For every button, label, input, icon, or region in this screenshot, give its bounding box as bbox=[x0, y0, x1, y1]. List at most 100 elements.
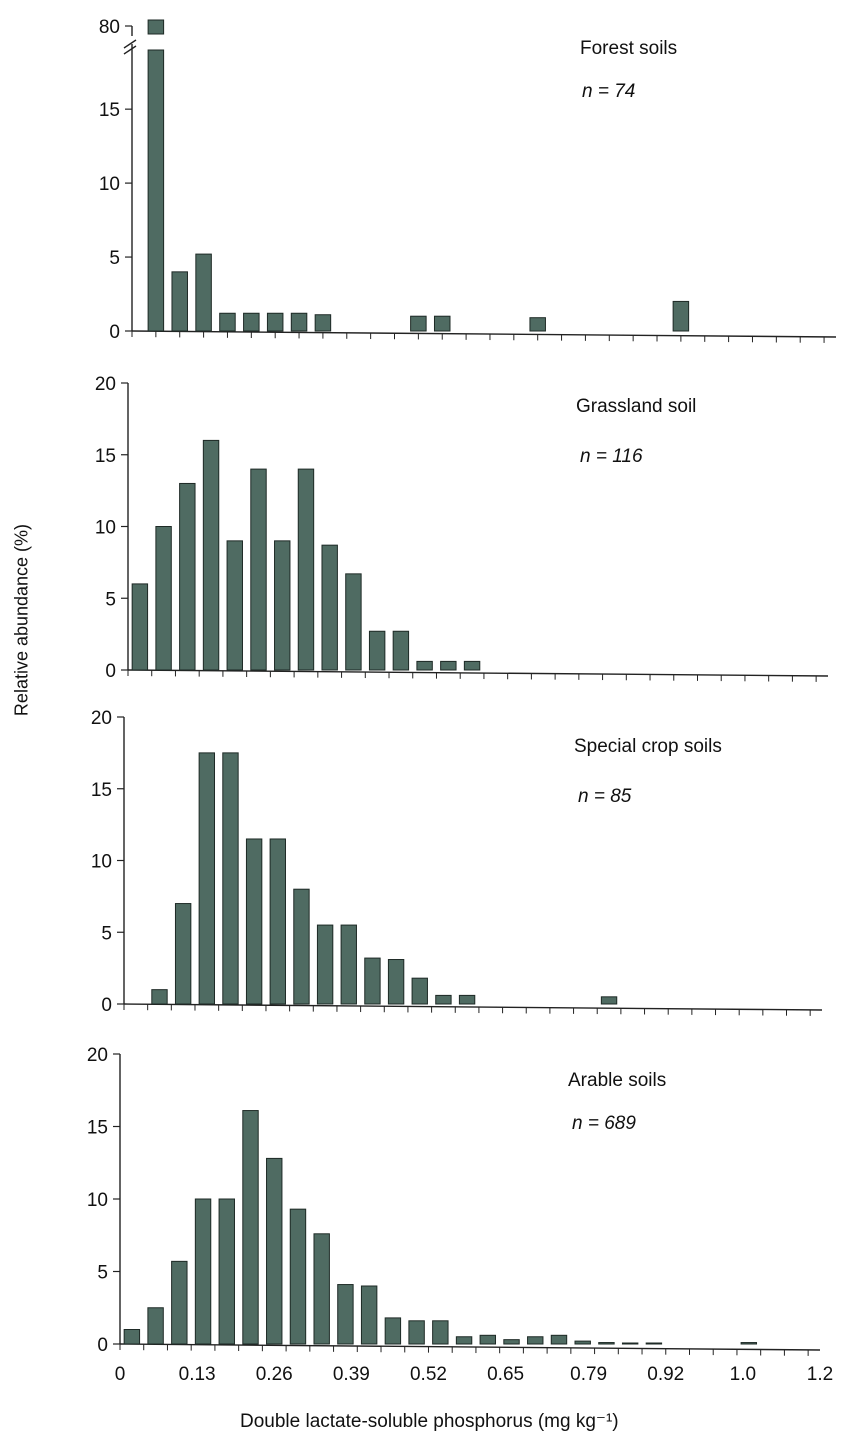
bar bbox=[479, 1334, 497, 1345]
bar bbox=[314, 314, 332, 332]
bar bbox=[290, 312, 308, 332]
y-tick-label: 20 bbox=[87, 1045, 108, 1066]
bar bbox=[463, 660, 481, 671]
panel-title: Forest soils bbox=[580, 38, 677, 59]
x-tick-label: 0.92 bbox=[647, 1364, 684, 1385]
bar bbox=[621, 1342, 639, 1345]
bar bbox=[151, 989, 168, 1005]
y-tick-label: 5 bbox=[109, 248, 120, 269]
bar bbox=[123, 1329, 141, 1345]
y-tick-label: 15 bbox=[87, 1118, 108, 1139]
bar bbox=[147, 19, 165, 35]
x-tick-label: 0.52 bbox=[410, 1364, 447, 1385]
bar bbox=[416, 660, 433, 671]
panel-title: Special crop soils bbox=[574, 736, 722, 757]
y-tick-label: 0 bbox=[109, 322, 120, 343]
x-tick-label: 0.13 bbox=[179, 1364, 216, 1385]
panel-n-label: n = 689 bbox=[572, 1113, 636, 1134]
x-axis-line bbox=[131, 330, 837, 338]
bar bbox=[174, 903, 192, 1005]
bar bbox=[289, 1208, 307, 1345]
bar bbox=[171, 1260, 188, 1345]
panel-n-label: n = 74 bbox=[582, 81, 635, 102]
bar bbox=[321, 544, 338, 671]
x-axis-line bbox=[127, 669, 829, 677]
panel-arable-soils: Arable soils n = 689 0 5 10 15 20 0 0.13 0.26 0.… bbox=[87, 1045, 833, 1385]
bar bbox=[171, 271, 188, 332]
bar bbox=[527, 1336, 544, 1345]
bar bbox=[219, 312, 236, 332]
y-tick-label: 5 bbox=[97, 1263, 108, 1284]
x-axis-line bbox=[119, 1343, 821, 1351]
bar bbox=[245, 838, 263, 1005]
bar bbox=[250, 468, 267, 671]
bar bbox=[433, 315, 451, 332]
bar bbox=[458, 994, 476, 1005]
bar bbox=[364, 957, 381, 1005]
bar bbox=[179, 482, 196, 671]
panel-title: Arable soils bbox=[568, 1070, 666, 1091]
bar bbox=[387, 959, 405, 1005]
bar bbox=[432, 1320, 449, 1345]
y-tick-label: 80 bbox=[99, 17, 120, 38]
bar bbox=[195, 253, 212, 332]
y-tick-label: 5 bbox=[101, 923, 112, 944]
bar bbox=[293, 888, 310, 1005]
bar bbox=[550, 1334, 568, 1345]
bar bbox=[600, 996, 618, 1005]
x-tick-label: 1.0 bbox=[730, 1364, 756, 1385]
panel-grassland-soil: Grassland soil n = 116 0 5 10 15 20 bbox=[95, 374, 829, 682]
axis-break-mark bbox=[123, 39, 137, 49]
bar bbox=[202, 439, 220, 671]
bar bbox=[337, 1284, 354, 1345]
bar bbox=[274, 540, 291, 671]
bar bbox=[368, 630, 386, 671]
bar bbox=[645, 1342, 663, 1345]
bar bbox=[435, 994, 452, 1005]
bar bbox=[392, 630, 410, 671]
x-tick-label: 0 bbox=[115, 1364, 126, 1385]
y-axis-label-container: Relative abundance (%) bbox=[4, 0, 40, 1448]
x-tick-label: 0.65 bbox=[487, 1364, 524, 1385]
bar bbox=[131, 583, 149, 671]
bar bbox=[266, 312, 284, 332]
bar bbox=[455, 1336, 473, 1345]
bar bbox=[598, 1342, 615, 1345]
bar bbox=[410, 315, 427, 332]
bar bbox=[155, 526, 172, 671]
y-tick-label: 15 bbox=[95, 446, 116, 467]
axis-break-mark bbox=[123, 45, 137, 55]
bar bbox=[574, 1340, 591, 1345]
y-tick-label: 10 bbox=[95, 518, 116, 539]
y-tick-label: 10 bbox=[87, 1190, 108, 1211]
bar bbox=[194, 1198, 212, 1345]
bar bbox=[503, 1339, 520, 1345]
bar bbox=[198, 752, 216, 1005]
bar bbox=[384, 1317, 402, 1345]
bar bbox=[147, 1307, 164, 1345]
bar bbox=[529, 317, 546, 332]
y-tick-label: 5 bbox=[105, 589, 116, 610]
bar bbox=[316, 924, 334, 1005]
panel-n-label: n = 85 bbox=[578, 786, 632, 807]
y-axis-label: Relative abundance (%) bbox=[11, 523, 32, 717]
panel-title: Grassland soil bbox=[576, 396, 696, 417]
panel-n-label: n = 116 bbox=[580, 446, 643, 467]
bar bbox=[297, 468, 315, 671]
panel-special-crop-soils: Special crop soils n = 85 0 5 10 15 20 bbox=[91, 708, 823, 1016]
x-tick-label: 0.26 bbox=[256, 1364, 293, 1385]
bar bbox=[226, 540, 243, 671]
bar bbox=[408, 1320, 425, 1345]
y-tick-label: 15 bbox=[99, 100, 120, 121]
bar bbox=[266, 1157, 283, 1345]
y-tick-label: 20 bbox=[95, 374, 116, 395]
bar bbox=[147, 49, 165, 332]
bar bbox=[242, 1110, 259, 1345]
bar bbox=[440, 660, 457, 671]
y-tick-label: 0 bbox=[105, 661, 116, 682]
bar bbox=[269, 838, 286, 1005]
bar bbox=[313, 1233, 330, 1345]
y-tick-label: 0 bbox=[101, 995, 112, 1016]
bar bbox=[411, 977, 428, 1005]
